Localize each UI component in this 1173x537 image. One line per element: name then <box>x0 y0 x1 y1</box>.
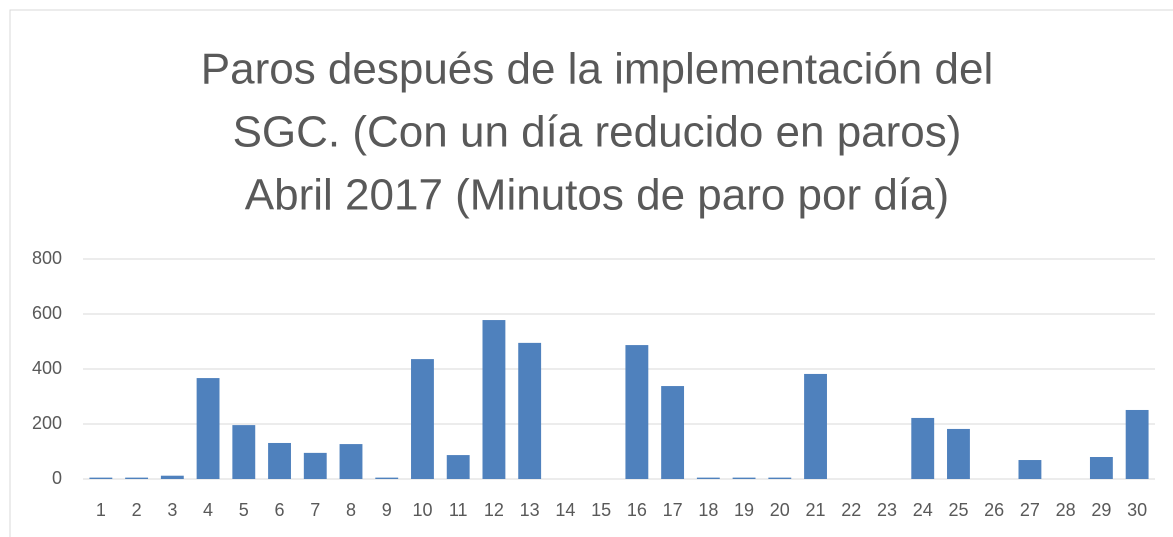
bar <box>947 428 970 479</box>
x-tick-label: 9 <box>382 500 392 520</box>
bar <box>1089 457 1113 479</box>
bar <box>732 477 756 479</box>
chart-title: Abril 2017 (Minutos de paro por día) <box>245 171 949 220</box>
x-tick-label: 15 <box>591 500 611 520</box>
x-tick-label: 2 <box>132 500 142 520</box>
y-tick-label: 800 <box>32 248 62 268</box>
x-tick-label: 3 <box>167 500 177 520</box>
y-tick-label: 600 <box>32 303 62 323</box>
bar <box>518 342 542 479</box>
bar <box>268 442 291 479</box>
x-tick-label: 30 <box>1127 500 1147 520</box>
x-tick-label: 22 <box>841 500 861 520</box>
bar <box>125 477 149 479</box>
bar <box>232 425 256 479</box>
x-tick-label: 27 <box>1020 500 1040 520</box>
x-tick-label: 1 <box>96 500 106 520</box>
x-tick-label: 21 <box>806 500 826 520</box>
chart-border <box>9 9 1173 537</box>
bar <box>160 475 184 479</box>
x-tick-label: 6 <box>275 500 285 520</box>
y-tick-label: 400 <box>32 358 62 378</box>
x-tick-label: 11 <box>449 500 468 520</box>
x-tick-label: 18 <box>698 500 718 520</box>
bar <box>661 386 685 479</box>
x-tick-label: 14 <box>555 500 575 520</box>
x-tick-label: 28 <box>1056 500 1076 520</box>
bar <box>196 378 220 479</box>
chart-title: SGC. (Con un día reducido en paros) <box>233 108 962 157</box>
y-tick-label: 0 <box>52 468 62 488</box>
x-tick-label: 8 <box>346 500 356 520</box>
bar <box>303 452 327 479</box>
x-tick-label: 29 <box>1091 500 1111 520</box>
x-tick-label: 12 <box>484 500 504 520</box>
bar <box>696 477 720 479</box>
bar <box>804 373 827 479</box>
x-tick-label: 5 <box>239 500 249 520</box>
bar <box>625 345 649 479</box>
bar <box>1018 460 1042 479</box>
x-tick-label: 16 <box>627 500 647 520</box>
bar <box>446 455 470 479</box>
x-tick-label: 4 <box>203 500 213 520</box>
bar <box>375 477 399 479</box>
x-tick-label: 24 <box>913 500 933 520</box>
bar <box>1125 409 1149 479</box>
y-tick-label: 200 <box>32 413 62 433</box>
x-tick-label: 19 <box>734 500 754 520</box>
bar <box>339 444 363 479</box>
bar <box>911 417 935 479</box>
x-tick-label: 25 <box>948 500 968 520</box>
x-tick-label: 7 <box>310 500 320 520</box>
x-tick-label: 26 <box>984 500 1004 520</box>
bar <box>768 477 792 479</box>
chart-title: Paros después de la implementación del <box>201 45 993 94</box>
bar <box>482 320 506 479</box>
bar <box>89 477 113 479</box>
x-tick-label: 13 <box>520 500 540 520</box>
x-tick-label: 17 <box>663 500 683 520</box>
x-tick-label: 20 <box>770 500 790 520</box>
x-tick-label: 10 <box>412 500 432 520</box>
bar <box>411 359 434 479</box>
x-tick-label: 23 <box>877 500 897 520</box>
